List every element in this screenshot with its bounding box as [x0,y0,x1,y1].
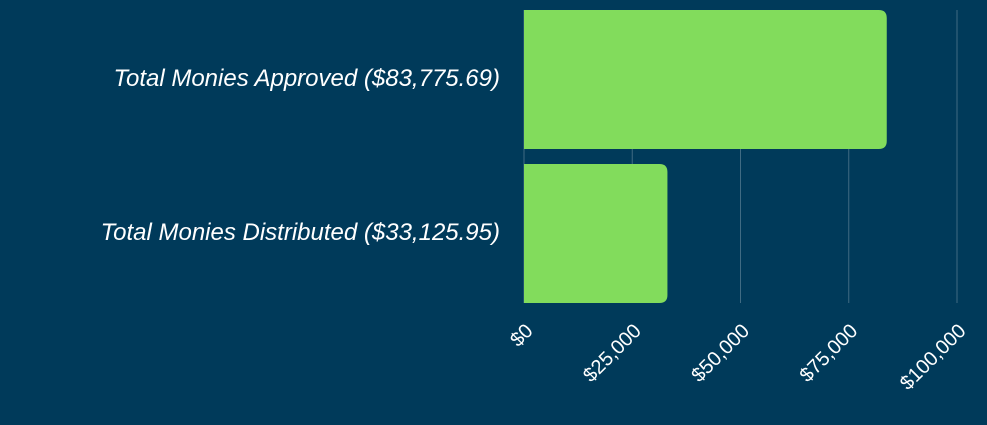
bar [524,164,668,303]
x-tick-label: $0 [506,320,537,351]
x-tick-label: $75,000 [796,320,863,387]
x-tick-label: $50,000 [687,320,754,387]
y-tick-label: Total Monies Approved ($83,775.69) [114,65,500,92]
y-tick-label: Total Monies Distributed ($33,125.95) [101,219,500,246]
x-tick-label: $100,000 [896,320,971,395]
bar [524,10,887,149]
x-tick-label: $25,000 [579,320,646,387]
